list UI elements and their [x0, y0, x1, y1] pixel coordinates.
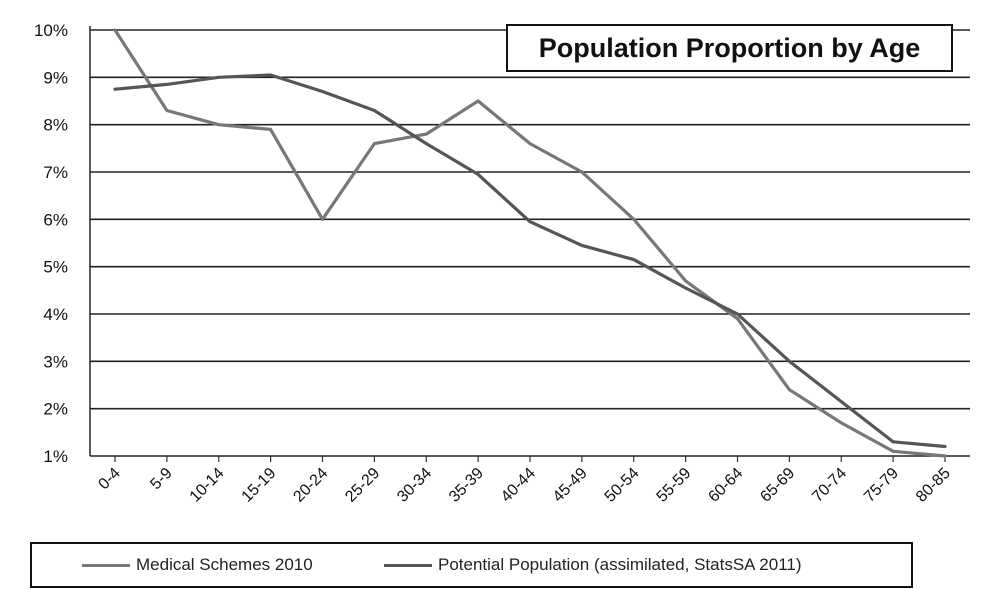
- y-tick-label: 7%: [43, 163, 68, 182]
- gridlines: [90, 29, 970, 457]
- y-tick-label: 10%: [34, 21, 68, 40]
- x-tick-label: 20-24: [290, 465, 331, 506]
- x-tick-label: 45-49: [550, 465, 591, 506]
- series-line-potential-population: [113, 73, 947, 449]
- x-tick-label: 65-69: [757, 465, 798, 506]
- chart-title-box: Population Proportion by Age: [506, 24, 953, 72]
- x-tick-label: 25-29: [342, 465, 383, 506]
- legend-label-medical-schemes: Medical Schemes 2010: [136, 555, 313, 574]
- legend-label-potential-population: Potential Population (assimilated, Stats…: [438, 555, 802, 574]
- y-tick-label: 9%: [43, 68, 68, 87]
- x-tick-label: 70-74: [809, 465, 850, 506]
- x-tick-label: 10-14: [187, 465, 228, 506]
- x-tick-label: 50-54: [602, 465, 643, 506]
- x-tick-label: 60-64: [705, 465, 746, 506]
- axes: [89, 26, 946, 462]
- legend: Medical Schemes 2010 Potential Populatio…: [30, 542, 913, 588]
- x-tick-labels: 0-4 5-9 10-14 15-19 20-24 25-29 30-34 35-39 40-4…: [95, 465, 953, 506]
- x-tick-label: 0-4: [95, 465, 123, 493]
- legend-swatch-potential-population: [384, 563, 432, 567]
- x-tick-label: 15-19: [238, 465, 279, 506]
- legend-swatch-medical-schemes: [82, 563, 130, 567]
- x-tick-label: 30-34: [394, 465, 435, 506]
- y-tick-label: 1%: [43, 447, 68, 466]
- x-tick-label: 55-59: [653, 465, 694, 506]
- series-lines: [113, 28, 947, 458]
- x-tick-label: 5-9: [147, 465, 175, 493]
- y-tick-label: 2%: [43, 400, 68, 419]
- chart-title: Population Proportion by Age: [538, 32, 921, 63]
- y-tick-label: 4%: [43, 305, 68, 324]
- y-tick-label: 8%: [43, 116, 68, 135]
- x-tick-label: 80-85: [913, 465, 954, 506]
- legend-item-potential-population: Potential Population (assimilated, Stats…: [384, 555, 802, 575]
- series-line-medical-schemes: [113, 28, 947, 458]
- y-tick-label: 5%: [43, 258, 68, 277]
- y-tick-labels: 1% 2% 3% 4% 5% 6% 7% 8% 9% 10%: [34, 21, 68, 466]
- y-tick-label: 6%: [43, 210, 68, 229]
- x-tick-label: 35-39: [446, 465, 487, 506]
- legend-item-medical-schemes: Medical Schemes 2010: [82, 555, 313, 575]
- x-tick-label: 75-79: [861, 465, 902, 506]
- y-tick-label: 3%: [43, 352, 68, 371]
- x-tick-label: 40-44: [498, 465, 539, 506]
